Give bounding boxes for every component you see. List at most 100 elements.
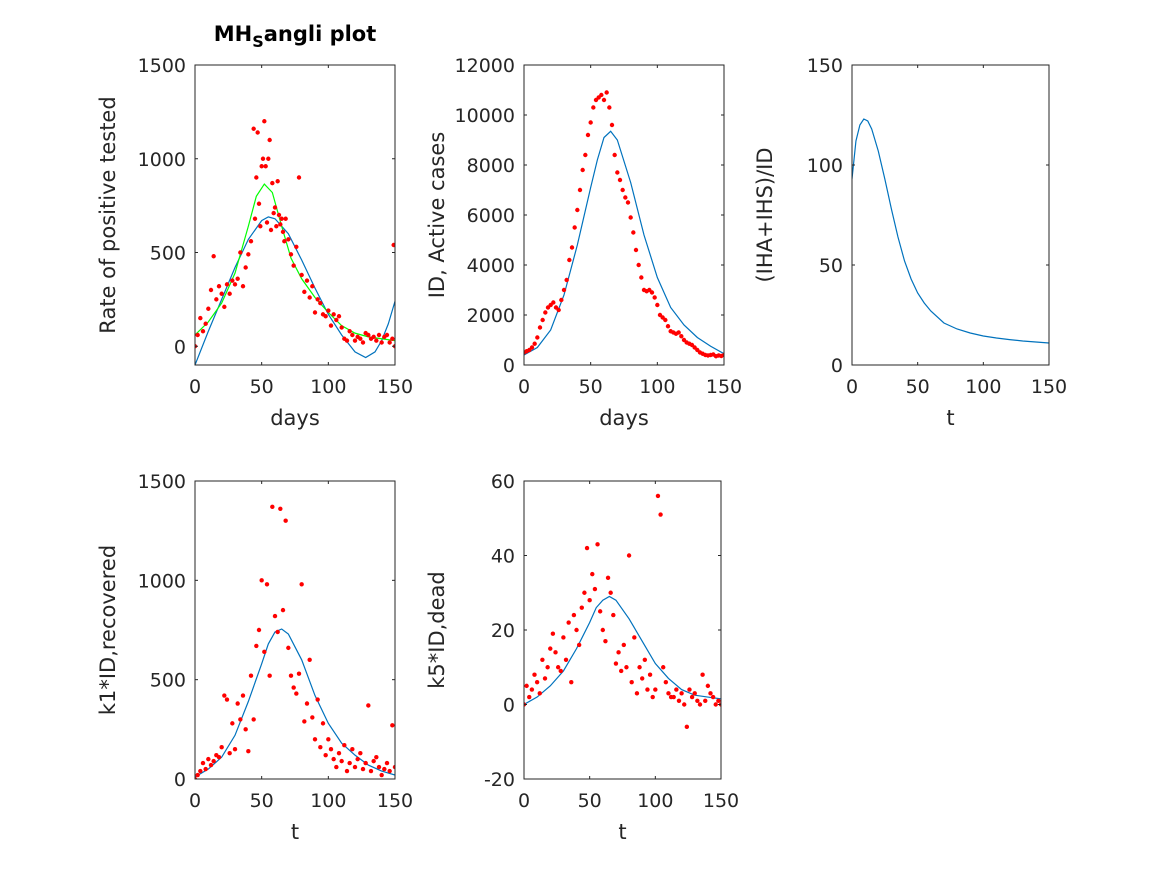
data-point xyxy=(374,754,379,760)
data-point xyxy=(360,766,366,772)
data-point xyxy=(240,693,246,698)
data-point xyxy=(286,237,291,242)
data-point xyxy=(334,764,339,770)
data-point xyxy=(347,760,352,766)
data-point xyxy=(697,702,703,707)
data-point xyxy=(382,766,387,772)
data-point xyxy=(211,758,216,764)
data-point xyxy=(600,627,605,633)
data-point xyxy=(320,721,326,726)
data-point xyxy=(216,284,222,289)
data-point xyxy=(350,747,355,752)
data-point xyxy=(312,737,318,742)
data-point xyxy=(358,750,363,756)
data-point xyxy=(358,336,363,341)
data-point xyxy=(721,352,724,358)
data-point xyxy=(238,250,243,255)
data-point xyxy=(294,691,299,696)
data-point xyxy=(278,506,283,512)
data-point xyxy=(636,262,641,268)
x-tick-label: 150 xyxy=(377,376,413,398)
data-point xyxy=(243,727,248,732)
series-line-fit xyxy=(524,130,724,356)
data-point xyxy=(689,694,695,700)
data-point xyxy=(299,582,304,587)
data-point xyxy=(577,187,583,193)
data-point xyxy=(270,504,275,510)
data-point xyxy=(312,310,318,315)
y-tick-label: 150 xyxy=(807,55,843,77)
plot-area xyxy=(852,118,1049,344)
data-point xyxy=(679,334,684,339)
y-tick-label: 0 xyxy=(503,695,515,717)
x-axis-label: days xyxy=(270,406,320,430)
data-point xyxy=(655,302,660,308)
data-point xyxy=(251,126,256,131)
data-point xyxy=(713,702,718,707)
data-point xyxy=(318,745,323,750)
plot-area xyxy=(524,493,721,730)
data-point xyxy=(545,665,550,670)
data-point xyxy=(679,691,684,696)
data-point xyxy=(219,291,224,296)
data-point xyxy=(563,657,569,662)
data-point xyxy=(387,340,392,345)
data-point xyxy=(582,590,587,595)
data-point xyxy=(195,776,198,779)
data-point xyxy=(227,750,232,756)
data-point xyxy=(597,609,603,614)
data-point xyxy=(206,756,211,762)
data-point xyxy=(264,220,270,225)
data-point xyxy=(376,332,382,338)
data-point xyxy=(198,768,203,774)
y-tick-label: 50 xyxy=(819,255,843,277)
data-point xyxy=(288,673,294,678)
data-point xyxy=(626,553,632,558)
data-point xyxy=(270,180,275,186)
data-point xyxy=(206,306,211,311)
data-point xyxy=(331,756,336,762)
data-point xyxy=(703,698,708,703)
data-point xyxy=(564,277,569,283)
x-tick-label: 100 xyxy=(310,790,346,812)
axes-box xyxy=(523,480,722,780)
data-point xyxy=(555,665,561,670)
data-point xyxy=(347,329,352,334)
data-point xyxy=(318,300,323,306)
axes-box xyxy=(194,480,396,780)
y-tick-label: 500 xyxy=(150,670,186,692)
data-point xyxy=(352,764,358,770)
data-point xyxy=(259,164,264,169)
data-point xyxy=(612,152,617,158)
data-point xyxy=(288,252,294,257)
data-point xyxy=(391,242,395,248)
data-point xyxy=(248,673,254,678)
data-point xyxy=(260,156,266,161)
data-point xyxy=(366,332,371,338)
data-point xyxy=(379,772,384,778)
data-point xyxy=(328,747,334,752)
data-point xyxy=(537,325,543,330)
data-point xyxy=(230,721,235,726)
data-point xyxy=(532,341,537,346)
data-point xyxy=(623,195,628,200)
data-point xyxy=(243,265,248,270)
x-tick-label: 50 xyxy=(250,790,274,812)
data-point xyxy=(248,239,254,244)
data-point xyxy=(583,152,588,158)
data-point xyxy=(387,768,392,774)
axes-box xyxy=(194,64,396,366)
x-tick-label: 100 xyxy=(639,376,675,398)
y-tick-label: 60 xyxy=(491,471,515,493)
data-point xyxy=(716,698,721,703)
y-axis-label: ID, Active cases xyxy=(425,132,449,299)
data-point xyxy=(640,676,645,681)
x-axis-label: t xyxy=(291,820,299,844)
data-point xyxy=(268,227,274,233)
data-point xyxy=(262,649,267,655)
data-point xyxy=(203,321,208,326)
data-point xyxy=(665,324,671,329)
data-point xyxy=(634,691,640,696)
data-point xyxy=(251,717,256,722)
